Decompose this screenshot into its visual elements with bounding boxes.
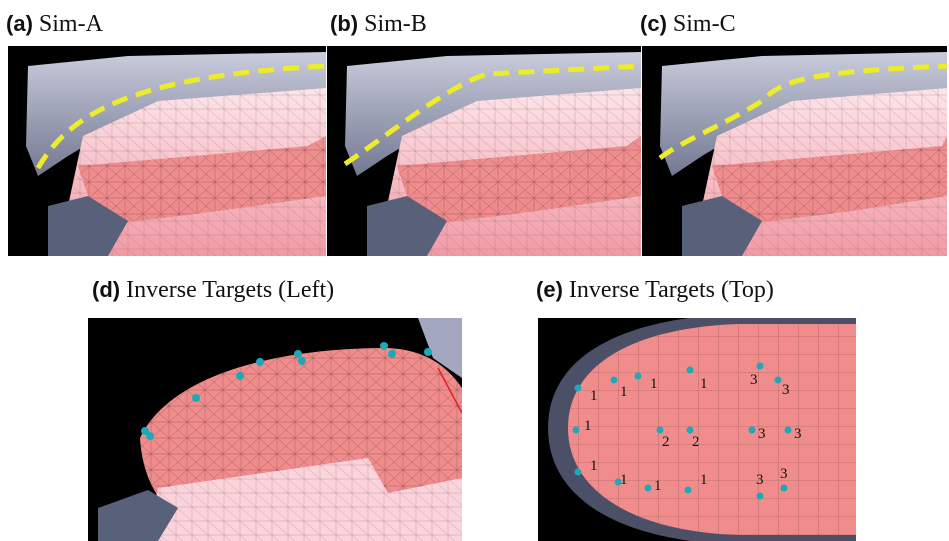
target-label: 3 — [756, 472, 764, 488]
panel-d-caption: (d) Inverse Targets (Left) — [92, 277, 335, 303]
palate-shape — [345, 52, 641, 176]
panel-c-image — [642, 46, 947, 256]
jaw-shape — [682, 196, 762, 256]
target-label: 2 — [692, 434, 700, 450]
dash-line — [343, 63, 641, 167]
dash-line — [658, 63, 947, 160]
panel-b-caption: (b) Sim-B — [330, 11, 427, 37]
target-label: 1 — [650, 376, 658, 392]
jaw-shape — [367, 196, 447, 256]
target-labels: 1 1 1 1 1 1 1 1 1 2 2 3 3 3 3 3 3 — [584, 372, 802, 494]
target-label: 1 — [590, 458, 598, 474]
target-label: 1 — [584, 418, 592, 434]
target-label: 3 — [750, 372, 758, 388]
jaw-shape — [48, 196, 128, 256]
panel-c-caption: (c) Sim-C — [640, 11, 736, 37]
dash-line — [35, 63, 326, 170]
target-label: 1 — [700, 376, 708, 392]
panel-a-caption: (a) Sim-A — [6, 11, 103, 37]
panel-b-image — [327, 46, 641, 256]
panel-e-image: 1 1 1 1 1 1 1 1 1 2 2 3 3 3 3 3 3 — [538, 318, 856, 541]
target-label: 3 — [780, 466, 788, 482]
target-label: 1 — [654, 478, 662, 494]
panel-a-image — [8, 46, 326, 256]
target-label: 2 — [662, 434, 670, 450]
target-label: 1 — [700, 472, 708, 488]
target-label: 3 — [794, 426, 802, 442]
target-label: 3 — [782, 382, 790, 398]
palate-shape — [418, 318, 462, 378]
jaw-shape — [98, 490, 178, 541]
panel-e-caption: (e) Inverse Targets (Top) — [536, 277, 774, 303]
red-line — [437, 367, 462, 414]
target-markers — [572, 362, 792, 500]
target-label: 1 — [590, 388, 598, 404]
palate-shape — [26, 52, 326, 176]
target-label: 1 — [620, 384, 628, 400]
target-label: 1 — [620, 472, 628, 488]
target-label: 3 — [758, 426, 766, 442]
panel-d-image — [88, 318, 462, 541]
target-markers — [141, 342, 432, 440]
